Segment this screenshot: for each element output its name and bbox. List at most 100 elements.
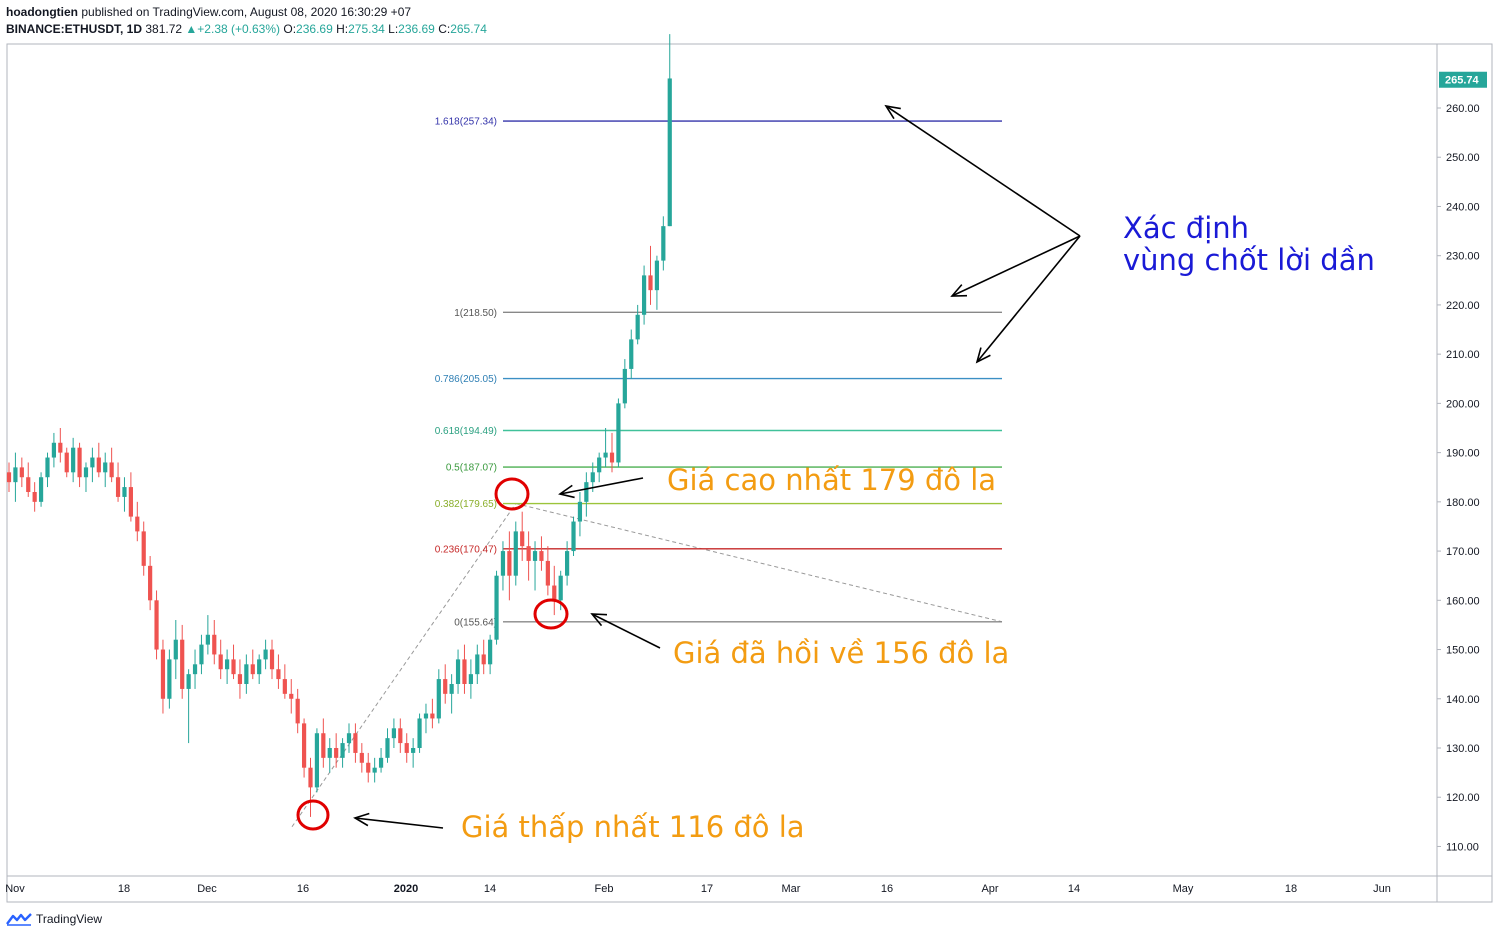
candle-body	[314, 733, 320, 788]
candle-body	[391, 728, 396, 739]
candle-body	[404, 743, 409, 753]
candle-body	[539, 551, 544, 561]
candle-body	[359, 752, 364, 763]
candle-body	[160, 649, 166, 699]
candle-body	[13, 467, 18, 483]
candle-body	[6, 472, 12, 483]
pullback-circle-marker	[533, 598, 569, 630]
candle-body	[45, 457, 50, 478]
close-label: C:	[438, 22, 451, 36]
fib-level-label: 0.618(194.49)	[435, 426, 497, 437]
candle-body	[648, 275, 653, 291]
fib-trend-line	[291, 503, 517, 828]
price-tick-label: 210.00	[1446, 349, 1480, 361]
candle-body	[558, 575, 563, 601]
candle-body	[507, 551, 512, 576]
candle-body	[661, 226, 666, 261]
candle-body	[449, 684, 454, 694]
price-tick-label: 180.00	[1446, 497, 1480, 509]
price-tick-label: 260.00	[1446, 103, 1480, 115]
candle-body	[462, 659, 467, 684]
fib-trend-lines	[291, 503, 1003, 828]
candle-body	[218, 654, 223, 670]
candle-body	[71, 447, 76, 473]
candle-body	[77, 447, 82, 478]
candle-body	[282, 679, 287, 694]
candle-body	[641, 275, 647, 315]
price-tick-label: 240.00	[1446, 201, 1480, 213]
candle-body	[616, 403, 621, 463]
publish-info: hoadongtien published on TradingView.com…	[6, 4, 487, 21]
candle-body	[654, 260, 660, 291]
arrow-to-low	[354, 817, 444, 829]
candle-body	[289, 693, 294, 699]
price-tick-label: 110.00	[1446, 841, 1479, 853]
candle-body	[481, 654, 486, 665]
last-price-badge	[1439, 71, 1487, 88]
fib-level-label: 0.786(205.05)	[435, 374, 497, 385]
candle-body	[237, 674, 243, 684]
time-tick-label: 16	[881, 883, 893, 895]
candle-body	[385, 738, 390, 758]
high-label: H:	[336, 22, 349, 36]
time-tick-label: Dec	[197, 883, 217, 895]
candle-body	[276, 669, 281, 680]
candle-body	[321, 733, 326, 758]
candle-body	[244, 664, 249, 684]
candle-body	[488, 639, 493, 665]
symbol-info: BINANCE:ETHUSDT, 1D 381.72 ▲+2.38 (+0.63…	[6, 21, 487, 38]
candle-body	[398, 728, 403, 744]
candle-body	[26, 477, 31, 492]
candle-body	[154, 600, 159, 650]
candle-body	[597, 457, 602, 473]
candle-body	[205, 634, 210, 645]
candle-body	[468, 674, 473, 684]
footer-brand[interactable]: TradingView	[36, 912, 103, 926]
candle-body	[122, 487, 127, 497]
candle-body	[148, 565, 153, 601]
fib-level-label: 1.618(257.34)	[435, 117, 497, 128]
open-label: O:	[283, 22, 297, 36]
tradingview-logo-icon[interactable]	[6, 912, 32, 926]
candle-body	[372, 767, 377, 773]
price-axis[interactable]: 110.00 120.00 130.00 140.00 150.00 160.00 170.…	[1437, 71, 1487, 854]
candle-body	[199, 644, 204, 665]
high-value: 275.34	[348, 22, 385, 36]
candle-body	[603, 452, 608, 458]
candle-body	[231, 659, 236, 675]
candle-body	[128, 487, 133, 517]
candle-body	[180, 639, 185, 689]
author-name[interactable]: hoadongtien	[6, 5, 78, 19]
fib-level-label: 0.236(170.47)	[435, 544, 497, 555]
symbol-name[interactable]: BINANCE:ETHUSDT, 1D	[6, 22, 143, 36]
candle-body	[90, 457, 95, 468]
price-tick-label: 160.00	[1446, 595, 1480, 607]
up-arrow-icon: ▲	[185, 22, 198, 36]
annotation-marks	[296, 104, 1081, 831]
fib-levels[interactable]: 1.618(257.34) 1(218.50) 0.786(205.05) 0.618…	[435, 117, 1002, 629]
candle-body	[135, 516, 140, 532]
fib-level-label: 0.5(187.07)	[446, 463, 497, 474]
candle-body	[513, 531, 518, 576]
candle-body	[103, 462, 108, 473]
candle-body	[173, 639, 178, 660]
candle-body	[609, 452, 615, 463]
candle-body	[340, 743, 345, 758]
candle-body	[38, 477, 44, 502]
candle-body	[115, 477, 121, 497]
time-tick-label: 18	[1285, 883, 1297, 895]
arrow-to-pullback	[591, 613, 661, 649]
last-price: 381.72	[145, 22, 183, 36]
time-tick-label: 14	[484, 883, 496, 895]
last-price-label: 265.74	[1445, 75, 1480, 87]
candle-body	[96, 457, 101, 473]
candle-body	[167, 659, 172, 699]
price-tick-label: 200.00	[1446, 398, 1480, 410]
time-axis[interactable]: Nov 18 Dec 16 2020 14 Feb 17 Mar 16 Apr 14 May 18 Jun	[5, 883, 1391, 895]
candle-body	[500, 551, 506, 576]
price-tick-label: 140.00	[1446, 694, 1480, 706]
time-tick-label: Jun	[1373, 883, 1391, 895]
low-circle-marker	[296, 799, 330, 831]
